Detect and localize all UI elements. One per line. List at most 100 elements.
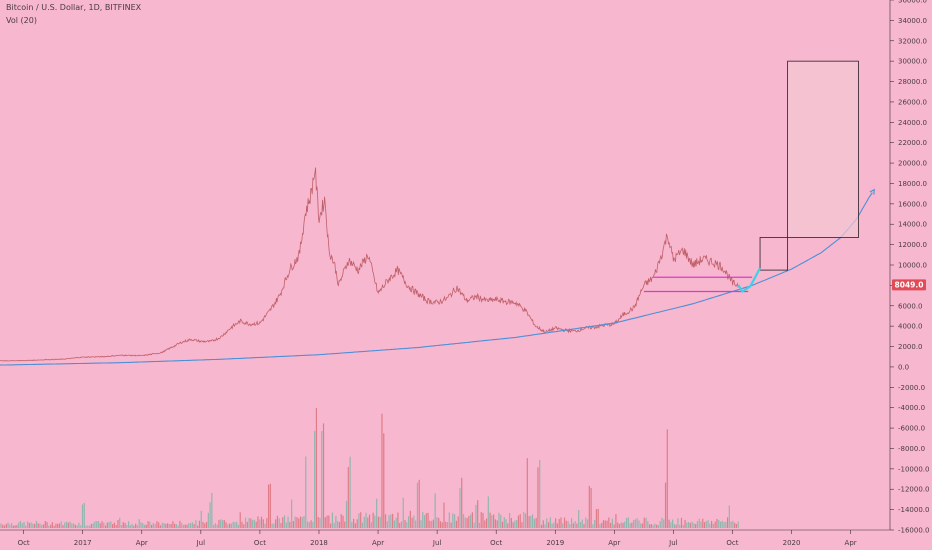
- volume-bar: [436, 517, 438, 528]
- volume-bar: [698, 518, 700, 528]
- volume-bar: [411, 517, 413, 528]
- price-tick-label: 24000.0: [898, 119, 927, 127]
- volume-bar: [540, 524, 543, 528]
- volume-bar: [19, 520, 22, 528]
- volume-bar: [112, 524, 114, 528]
- volume-bar: [365, 512, 367, 528]
- volume-bar: [44, 520, 46, 528]
- volume-bar: [322, 423, 325, 528]
- volume-bar: [677, 518, 679, 528]
- volume-bar: [191, 522, 193, 528]
- volume-bar: [354, 523, 357, 528]
- volume-bar: [368, 514, 371, 528]
- volume-bar: [241, 521, 243, 528]
- volume-bar: [556, 523, 559, 528]
- volume-bar: [602, 520, 605, 528]
- volume-bar: [129, 525, 131, 528]
- price-tick-label: 2000.0: [898, 343, 923, 351]
- volume-bar: [684, 519, 686, 528]
- volume-bar: [416, 482, 419, 528]
- volume-bar: [104, 525, 107, 528]
- volume-bar: [177, 525, 179, 528]
- volume-bar: [377, 516, 380, 528]
- volume-bar: [88, 525, 91, 528]
- volume-bar: [469, 514, 472, 528]
- volume-bar: [152, 522, 154, 528]
- time-tick-label: Apr: [136, 539, 148, 547]
- volume-bar: [624, 521, 626, 528]
- volume-bar: [484, 520, 486, 528]
- price-tick-label: -14000.0: [898, 506, 929, 514]
- volume-bar: [730, 521, 732, 528]
- volume-bar: [422, 512, 424, 528]
- volume-bar: [666, 429, 668, 528]
- volume-bar: [553, 522, 555, 528]
- price-tick-label: -8000.0: [898, 445, 925, 453]
- volume-bar: [237, 524, 240, 528]
- volume-bar: [319, 517, 321, 528]
- volume-bar: [138, 519, 140, 528]
- volume-bar: [7, 522, 9, 528]
- volume-bar: [643, 517, 645, 528]
- volume-bar: [207, 512, 209, 528]
- volume-bar: [640, 523, 642, 528]
- volume-bar: [305, 456, 307, 528]
- volume-bar: [446, 522, 449, 528]
- volume-bar: [195, 520, 197, 528]
- volume-bar: [735, 524, 738, 528]
- volume-bar: [386, 521, 388, 528]
- volume-bar: [604, 520, 606, 528]
- price-tick-label: 10000.0: [898, 262, 927, 270]
- volume-bar: [647, 521, 649, 528]
- volume-bar: [392, 513, 394, 528]
- volume-bar: [563, 517, 566, 528]
- growth-curve-arrowhead: [869, 188, 875, 195]
- volume-bar: [542, 520, 544, 528]
- price-axis[interactable]: 36000.0 34000.0 32000.0 30000.0 28000.0 26000…: [890, 0, 929, 535]
- volume-bars: [0, 408, 739, 528]
- volume-bar: [214, 523, 217, 528]
- volume-bar: [524, 513, 527, 528]
- volume-bar: [533, 518, 535, 528]
- time-tick-label: Jul: [432, 539, 442, 547]
- volume-bar: [551, 523, 553, 528]
- volume-bar: [363, 516, 365, 528]
- time-tick-label: Oct: [18, 539, 30, 547]
- price-tick-label: 32000.0: [898, 37, 927, 45]
- volume-bar: [576, 523, 578, 528]
- volume-bar: [686, 522, 688, 528]
- volume-bar: [299, 516, 302, 528]
- volume-bar: [18, 522, 20, 528]
- volume-bar: [255, 521, 257, 528]
- volume-bar: [213, 524, 215, 528]
- volume-bar: [310, 520, 312, 528]
- volume-bar: [287, 516, 289, 528]
- volume-bar: [448, 512, 450, 528]
- volume-bar: [23, 521, 25, 528]
- volume-bar: [333, 522, 335, 528]
- volume-bar: [266, 518, 268, 528]
- volume-bar: [429, 520, 431, 528]
- volume-bar: [225, 522, 227, 528]
- price-tick-label: 18000.0: [898, 180, 927, 188]
- volume-bar: [321, 431, 323, 528]
- volume-bar: [512, 522, 514, 528]
- volume-bar: [625, 517, 628, 528]
- volume-bar: [190, 523, 192, 528]
- volume-bar: [50, 524, 52, 528]
- volume-bar: [81, 504, 84, 528]
- volume-bar: [718, 519, 720, 528]
- time-tick-label: Oct: [726, 539, 738, 547]
- volume-bar: [236, 521, 238, 528]
- volume-bar: [597, 508, 599, 528]
- volume-bar: [122, 522, 124, 528]
- volume-bar: [326, 515, 328, 528]
- time-tick-label: Apr: [608, 539, 620, 547]
- volume-bar: [620, 522, 622, 528]
- time-axis[interactable]: Oct 2017 Apr Jul Oct 2018 Apr Jul Oct 2019 Apr Jul O…: [18, 530, 857, 547]
- volume-bar: [26, 521, 29, 528]
- volume-bar: [133, 525, 135, 528]
- volume-bar: [126, 525, 128, 528]
- volume-bar: [450, 522, 452, 528]
